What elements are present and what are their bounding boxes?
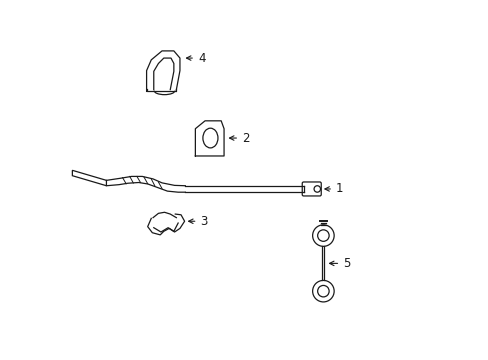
Text: 5: 5 — [329, 257, 350, 270]
Text: 1: 1 — [324, 183, 343, 195]
Text: 2: 2 — [229, 131, 249, 145]
Text: 3: 3 — [188, 215, 207, 228]
Text: 4: 4 — [186, 51, 205, 64]
